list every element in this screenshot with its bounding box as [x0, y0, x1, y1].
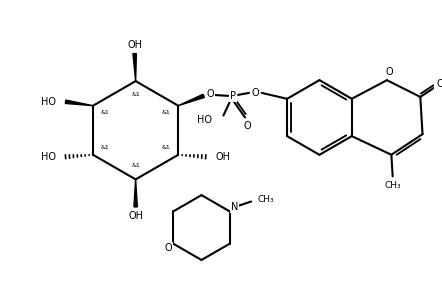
Text: CH₃: CH₃: [385, 181, 401, 190]
Text: &1: &1: [101, 145, 109, 151]
Text: HO: HO: [41, 97, 56, 107]
Text: O: O: [243, 121, 251, 131]
Text: HO: HO: [197, 115, 212, 125]
Text: &1: &1: [131, 92, 140, 97]
Text: &1: &1: [131, 163, 140, 168]
Polygon shape: [134, 179, 137, 207]
Text: &1: &1: [101, 110, 109, 115]
Text: OH: OH: [128, 211, 143, 221]
Text: O: O: [207, 89, 214, 99]
Text: OH: OH: [127, 40, 142, 50]
Text: O: O: [437, 79, 442, 89]
Text: CH₃: CH₃: [257, 195, 274, 204]
Text: OH: OH: [216, 152, 231, 162]
Polygon shape: [65, 100, 93, 106]
Text: O: O: [385, 67, 392, 77]
Text: O: O: [251, 88, 259, 98]
Text: N: N: [231, 202, 238, 212]
Text: &1: &1: [162, 145, 171, 151]
Polygon shape: [133, 53, 137, 81]
Text: P: P: [230, 91, 236, 101]
Text: &1: &1: [162, 110, 171, 115]
Polygon shape: [178, 94, 204, 106]
Text: HO: HO: [41, 152, 56, 162]
Text: O: O: [165, 243, 172, 253]
